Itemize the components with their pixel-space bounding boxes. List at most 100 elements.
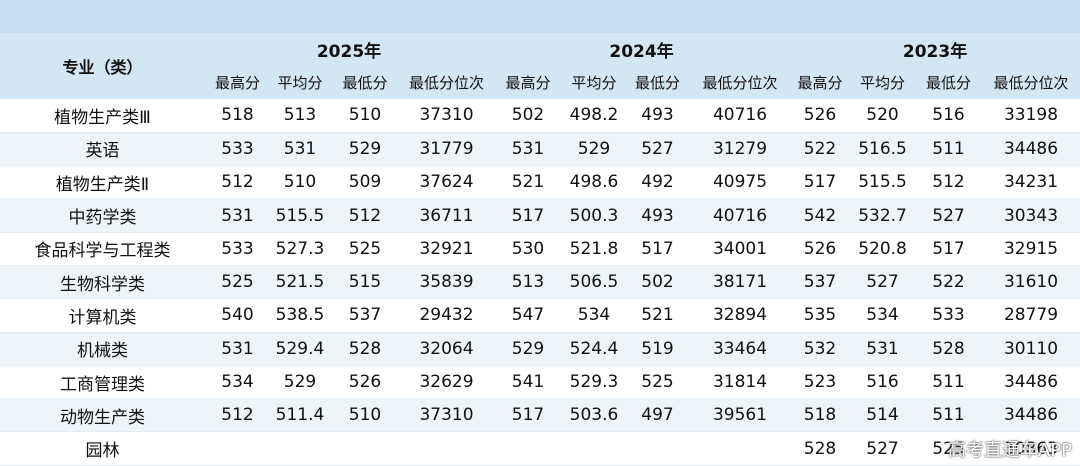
- score-cell: 530: [511, 238, 545, 259]
- score-cell: 532: [803, 338, 837, 359]
- score-cell: 517: [641, 238, 674, 259]
- score-cell: [400, 432, 493, 465]
- score-cell: 516: [866, 372, 899, 393]
- score-cell: 34486: [1003, 372, 1059, 393]
- score-cell: 511: [932, 405, 965, 426]
- score-cell: 529: [348, 138, 382, 159]
- score-cell: 533: [221, 238, 254, 259]
- major-name: 生物科学类: [60, 274, 145, 295]
- column-header: 平均分: [860, 74, 906, 92]
- score-cell: [625, 432, 690, 465]
- table-row: 植物生产类Ⅱ 512 510 509 37624 521 498.6 492 40975 517 5…: [0, 166, 1080, 199]
- score-cell: 524.4: [569, 338, 619, 359]
- score-cell: 521.8: [569, 238, 619, 259]
- score-cell: 522: [803, 138, 837, 159]
- score-cell: 40716: [712, 205, 768, 226]
- major-name: 植物生产类Ⅱ: [55, 174, 150, 195]
- score-cell: 32921: [419, 238, 474, 259]
- score-cell: 540: [221, 305, 254, 326]
- score-cell: 36711: [419, 205, 474, 226]
- score-cell: 32629: [419, 372, 474, 393]
- score-cell: 527: [866, 438, 899, 459]
- score-table: 专业（类） 2025年 2024年 2023年 最高分 平均分 最低分 最低分位次 最高分平…: [0, 33, 1080, 466]
- score-cell: 534: [866, 305, 899, 326]
- column-header: 最高分: [505, 74, 551, 92]
- score-cell: 520: [866, 105, 899, 126]
- score-cell: 492: [641, 172, 674, 193]
- score-cell: 527.3: [275, 238, 325, 259]
- table-row: 机械类 531 529.4 528 32064 529 524.4 519 33464 532 53…: [0, 332, 1080, 366]
- score-cell: 40975: [712, 172, 768, 193]
- score-cell: 34486: [1003, 405, 1059, 426]
- score-cell: 515: [348, 272, 382, 293]
- score-cell: 528: [803, 438, 837, 459]
- score-cell: 531: [283, 138, 317, 159]
- score-cell: 33464: [712, 338, 768, 359]
- major-name: 英语: [85, 141, 120, 162]
- column-header: 最低分: [342, 74, 388, 92]
- score-cell: 514: [866, 405, 899, 426]
- score-cell: 500.3: [569, 205, 619, 226]
- score-cell: [493, 432, 563, 465]
- score-cell: 516.5: [858, 138, 907, 159]
- score-cell: 529: [283, 372, 317, 393]
- score-cell: 32064: [419, 338, 474, 359]
- score-cell: 31610: [1003, 272, 1059, 293]
- score-cell: 502: [641, 272, 674, 293]
- table-row: 计算机类 540 538.5 537 29432 547 534 521 32894 535 534…: [0, 299, 1080, 333]
- score-cell: 528: [932, 338, 965, 359]
- table-header: 专业（类） 2025年 2024年 2023年 最高分 平均分 最低分 最低分位次 最高分平…: [0, 33, 1080, 99]
- score-cell: 493: [641, 205, 674, 226]
- score-cell: 517: [511, 205, 545, 226]
- score-cell: 31279: [712, 138, 768, 159]
- score-cell: 531: [221, 338, 254, 359]
- score-cell: 541: [511, 372, 545, 393]
- score-cell: 518: [221, 105, 254, 126]
- score-cell: 37310: [419, 405, 474, 426]
- table-body: 植物生产类Ⅲ 518 513 510 37310 502 498.2 493 40716 526 5…: [0, 99, 1080, 466]
- score-cell: 529.4: [275, 338, 325, 359]
- score-cell: [205, 432, 270, 465]
- score-cell: 34231: [1003, 172, 1059, 193]
- score-cell: 525: [348, 238, 382, 259]
- score-cell: 497: [641, 405, 674, 426]
- major-name: 植物生产类Ⅲ: [54, 107, 151, 128]
- major-name: 中药学类: [68, 208, 137, 229]
- score-cell: 533: [932, 305, 965, 326]
- score-cell: 538.5: [275, 305, 325, 326]
- score-cell: [330, 432, 400, 465]
- score-cell: 525: [221, 272, 254, 293]
- year-header: 2025年: [316, 42, 382, 62]
- score-cell: 37310: [419, 105, 474, 126]
- major-name: 机械类: [77, 341, 128, 362]
- score-cell: 35839: [419, 272, 474, 293]
- column-header: 最低分: [926, 74, 972, 92]
- column-header: 最高分: [797, 74, 843, 92]
- major-name: 食品科学与工程类: [34, 241, 171, 262]
- column-header: 平均分: [571, 74, 617, 92]
- major-name: 工商管理类: [60, 374, 145, 395]
- score-cell: 525: [641, 372, 674, 393]
- score-cell: 512: [221, 405, 254, 426]
- score-cell: 511: [932, 372, 965, 393]
- score-cell: 32915: [1003, 238, 1059, 259]
- score-cell: 519: [641, 338, 674, 359]
- score-cell: [270, 432, 330, 465]
- score-cell: 31814: [712, 372, 768, 393]
- year-header: 2024年: [609, 42, 674, 62]
- score-cell: 537: [803, 272, 837, 293]
- score-cell: 525: [932, 438, 965, 459]
- score-cell: 526: [803, 105, 837, 126]
- score-cell: 533: [221, 138, 254, 159]
- score-cell: 527: [641, 138, 674, 159]
- table-row: 动物生产类 512 511.4 510 37310 517 503.6 497 39561 518…: [0, 398, 1080, 432]
- score-cell: 528: [348, 338, 382, 359]
- score-cell: 513: [511, 272, 545, 293]
- score-cell: 37624: [419, 172, 474, 193]
- score-cell: 33198: [1003, 105, 1059, 126]
- score-cell: 513: [283, 105, 317, 126]
- score-cell: 510: [348, 105, 382, 126]
- table-row: 中药学类 531 515.5 512 36711 517 500.3 493 40716 542 5…: [0, 198, 1080, 233]
- column-header: 最低分位次: [993, 74, 1069, 92]
- score-cell: 30110: [1003, 338, 1059, 359]
